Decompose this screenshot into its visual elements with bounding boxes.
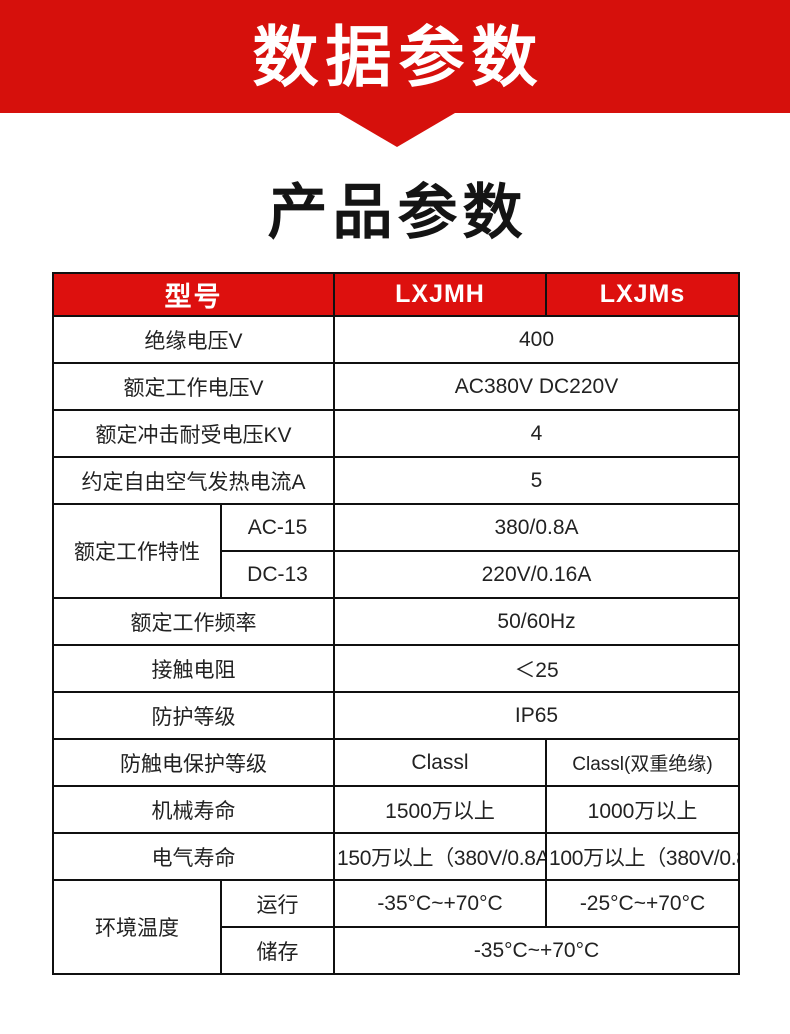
row-value-ac15: 380/0.8A <box>333 503 740 552</box>
row-value-lxjmh: Classl <box>333 738 547 787</box>
row-label: 约定自由空气发热电流A <box>52 456 335 505</box>
row-shock-protection-class: 防触电保护等级 Classl Classl(双重绝缘) <box>52 738 740 787</box>
row-mechanical-life: 机械寿命 1500万以上 1000万以上 <box>52 785 740 834</box>
row-sublabel-storage: 储存 <box>220 926 335 975</box>
row-contact-resistance: 接触电阻 ＜25 <box>52 644 740 693</box>
row-value: 5 <box>333 456 740 505</box>
row-value-operating-lxjms: -25°C~+70°C <box>545 879 740 928</box>
row-sublabel-operating: 运行 <box>220 879 335 928</box>
row-value: ＜25 <box>333 644 740 693</box>
row-value: 400 <box>333 315 740 364</box>
row-rated-characteristics-dc: DC-13 220V/0.16A <box>53 550 740 599</box>
row-value: 4 <box>333 409 740 458</box>
row-free-air-thermal-current: 约定自由空气发热电流A 5 <box>52 456 740 505</box>
row-rated-working-voltage: 额定工作电压V AC380V DC220V <box>52 362 740 411</box>
banner-title: 数据参数 <box>252 19 545 94</box>
row-label: 接触电阻 <box>52 644 335 693</box>
section-title: 产品参数 <box>267 179 528 246</box>
row-value-lxjmh: 150万以上（380V/0.8A） <box>333 832 547 881</box>
down-arrow-icon <box>339 113 455 147</box>
row-ambient-temperature-operating: 环境温度 运行 -35°C~+70°C -25°C~+70°C <box>52 879 740 975</box>
row-rated-characteristics-ac: 额定工作特性 AC-15 380/0.8A <box>52 503 740 599</box>
row-group-label: 环境温度 <box>52 879 222 975</box>
row-insulation-voltage: 绝缘电压V 400 <box>52 315 740 364</box>
row-value-dc13: 220V/0.16A <box>333 550 740 599</box>
row-label: 防护等级 <box>52 691 335 740</box>
row-value-lxjms: 1000万以上 <box>545 785 740 834</box>
row-label: 电气寿命 <box>52 832 335 881</box>
row-protection-rating: 防护等级 IP65 <box>52 691 740 740</box>
row-value-operating-lxjmh: -35°C~+70°C <box>333 879 547 928</box>
row-value: IP65 <box>333 691 740 740</box>
row-sublabel-ac15: AC-15 <box>220 503 335 552</box>
row-value-lxjmh: 1500万以上 <box>333 785 547 834</box>
row-ambient-temperature-storage: 储存 -35°C~+70°C <box>53 926 740 975</box>
header-lxjmh-cell: LXJMH <box>333 272 547 317</box>
row-value-lxjms: 100万以上（380V/0.8A） <box>545 832 740 881</box>
row-electrical-life: 电气寿命 150万以上（380V/0.8A） 100万以上（380V/0.8A） <box>52 832 740 881</box>
row-label: 防触电保护等级 <box>52 738 335 787</box>
row-label: 额定冲击耐受电压KV <box>52 409 335 458</box>
row-rated-frequency: 额定工作频率 50/60Hz <box>52 597 740 646</box>
row-label: 机械寿命 <box>52 785 335 834</box>
spec-table-container: 型号 LXJMH LXJMs 绝缘电压V 400 额定工作电压V AC380V … <box>52 272 740 975</box>
header-lxjms-cell: LXJMs <box>545 272 740 317</box>
header-model-cell: 型号 <box>52 272 335 317</box>
table-header-row: 型号 LXJMH LXJMs <box>52 272 740 317</box>
row-sublabel-dc13: DC-13 <box>220 550 335 599</box>
row-label: 额定工作频率 <box>52 597 335 646</box>
row-value-lxjms: Classl(双重绝缘) <box>545 738 740 787</box>
row-label: 额定工作电压V <box>52 362 335 411</box>
row-value: 50/60Hz <box>333 597 740 646</box>
row-value-storage: -35°C~+70°C <box>333 926 740 975</box>
spec-table: 型号 LXJMH LXJMs 绝缘电压V 400 额定工作电压V AC380V … <box>52 272 740 975</box>
row-impulse-withstand-voltage: 额定冲击耐受电压KV 4 <box>52 409 740 458</box>
row-label: 绝缘电压V <box>52 315 335 364</box>
data-parameters-banner: 数据参数 <box>0 0 790 113</box>
row-group-label: 额定工作特性 <box>52 503 222 599</box>
row-value: AC380V DC220V <box>333 362 740 411</box>
